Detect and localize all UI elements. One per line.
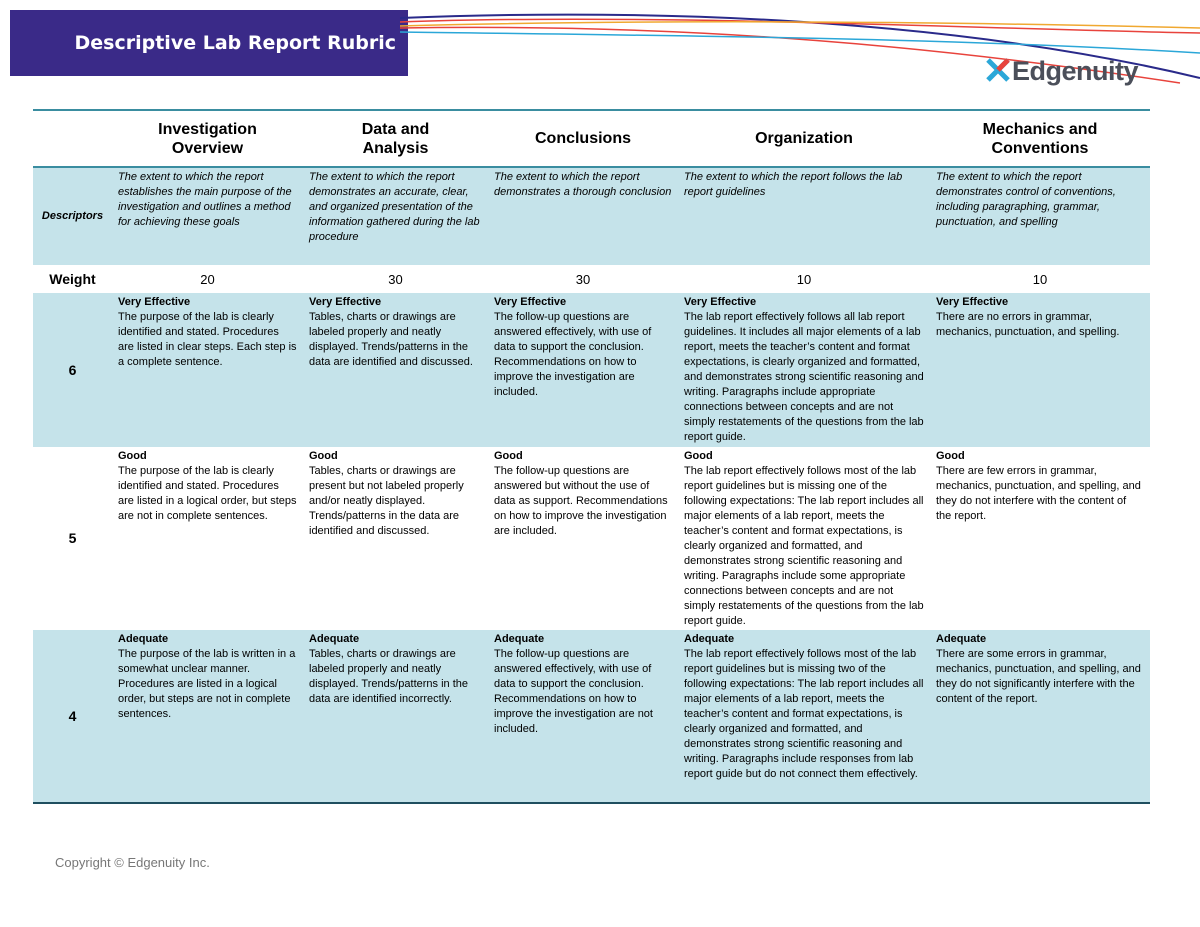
criterion-text: The follow-up questions are answered but… xyxy=(494,465,668,537)
criterion-cell: Adequate Tables, charts or drawings are l… xyxy=(303,630,488,803)
criterion-text: There are no errors in grammar, mechanic… xyxy=(936,311,1120,338)
criterion-text: Tables, charts or drawings are labeled p… xyxy=(309,311,473,368)
rating: Adequate xyxy=(684,633,735,645)
logo: Edgenuity xyxy=(1012,56,1139,86)
descriptor: The extent to which the report follows t… xyxy=(678,167,930,265)
rating: Adequate xyxy=(936,633,987,645)
title-band: Descriptive Lab Report Rubric xyxy=(10,10,408,76)
weight: 20 xyxy=(200,271,215,287)
rating: Good xyxy=(684,450,713,462)
column-header: Conclusions xyxy=(488,110,678,168)
column-header: Investigation Overview xyxy=(112,110,303,168)
criterion-text: The purpose of the lab is clearly identi… xyxy=(118,465,297,522)
column-header: Data and Analysis xyxy=(303,110,488,168)
criterion-text: There are few errors in grammar, mechani… xyxy=(936,465,1141,522)
rating: Adequate xyxy=(309,633,360,645)
criterion-text: The follow-up questions are answered eff… xyxy=(494,648,653,735)
column-header: Organization xyxy=(678,110,930,168)
weight: 30 xyxy=(575,271,591,287)
criterion-text: The lab report effectively follows all l… xyxy=(684,311,924,443)
weight: 10 xyxy=(1032,271,1048,287)
column-header: Mechanics and Conventions xyxy=(930,110,1150,168)
weight-row: Weight 20 30 30 10 10 xyxy=(33,265,1150,293)
criterion-cell: Good Tables, charts or drawings are prese… xyxy=(303,447,488,630)
descriptor-row: Descriptors The extent to which the repor… xyxy=(33,167,1150,265)
rating: Good xyxy=(118,450,147,462)
corner xyxy=(33,110,112,168)
criterion-cell: Adequate The follow-up questions are answ… xyxy=(488,630,678,803)
descriptor: The extent to which the report establish… xyxy=(112,167,303,265)
criterion-text: There are some errors in grammar, mechan… xyxy=(936,648,1141,705)
criterion-text: The purpose of the lab is clearly identi… xyxy=(118,311,297,368)
criterion-text: The lab report effectively follows most … xyxy=(684,465,924,627)
criterion-text: The follow-up questions are answered eff… xyxy=(494,311,652,398)
score: 5 xyxy=(68,530,77,546)
score-row: 6 Very Effective The purpose of the lab is… xyxy=(33,293,1150,447)
criterion-cell: Very Effective The lab report effectively… xyxy=(678,293,930,447)
rating: Very Effective xyxy=(118,296,191,308)
criterion-cell: Very Effective Tables, charts or drawings… xyxy=(303,293,488,447)
rating: Good xyxy=(494,450,523,462)
criterion-cell: Very Effective There are no errors in gra… xyxy=(930,293,1150,447)
score: 4 xyxy=(33,630,112,803)
criterion-text: The purpose of the lab is written in a s… xyxy=(118,648,296,720)
rating: Good xyxy=(309,450,338,462)
score: 6 xyxy=(33,293,112,447)
weight: 30 xyxy=(388,271,403,287)
descriptor: The extent to which the report demonstra… xyxy=(930,167,1150,265)
criterion-cell: Adequate The purpose of the lab is writte… xyxy=(112,630,303,803)
weight: 10 xyxy=(796,271,812,287)
criterion-cell: Good The follow-up questions are answered… xyxy=(488,447,678,630)
score-row: 5 Good The purpose of the lab is clearly i… xyxy=(33,447,1150,630)
header-row: Investigation Overview Data and Analysis C… xyxy=(33,110,1150,168)
criterion-cell: Good There are few errors in grammar, mec… xyxy=(930,447,1150,630)
criterion-cell: Very Effective The follow-up questions ar… xyxy=(488,293,678,447)
descriptor: The extent to which the report demonstra… xyxy=(303,167,488,265)
row-label: Weight xyxy=(49,270,96,287)
criterion-cell: Very Effective The purpose of the lab is … xyxy=(112,293,303,447)
rating: Very Effective xyxy=(309,296,382,308)
rating: Very Effective xyxy=(684,296,757,308)
rating: Adequate xyxy=(118,633,169,645)
criterion-cell: Adequate There are some errors in grammar… xyxy=(930,630,1150,803)
criterion-cell: Good The purpose of the lab is clearly id… xyxy=(112,447,303,630)
logo-icon xyxy=(986,58,1010,82)
title: Descriptive Lab Report Rubric xyxy=(74,32,396,54)
rating: Very Effective xyxy=(936,296,1009,308)
decoration xyxy=(400,13,1200,84)
rubric-table: Investigation Overview Data and Analysis C… xyxy=(33,109,1150,804)
criterion-text: The lab report effectively follows most … xyxy=(684,648,924,780)
criterion-text: Tables, charts or drawings are present b… xyxy=(309,465,464,537)
criterion-cell: Good The lab report effectively follows m… xyxy=(678,447,930,630)
descriptor: The extent to which the report demonstra… xyxy=(488,167,678,265)
copyright: Copyright © Edgenuity Inc. xyxy=(55,855,210,870)
row-label: Descriptors xyxy=(33,167,112,265)
rating: Very Effective xyxy=(494,296,567,308)
criterion-text: Tables, charts or drawings are labeled p… xyxy=(309,648,468,705)
rating: Good xyxy=(936,450,965,462)
rating: Adequate xyxy=(494,633,545,645)
criterion-cell: Adequate The lab report effectively follo… xyxy=(678,630,930,803)
score-row: 4 Adequate The purpose of the lab is writt… xyxy=(33,630,1150,803)
